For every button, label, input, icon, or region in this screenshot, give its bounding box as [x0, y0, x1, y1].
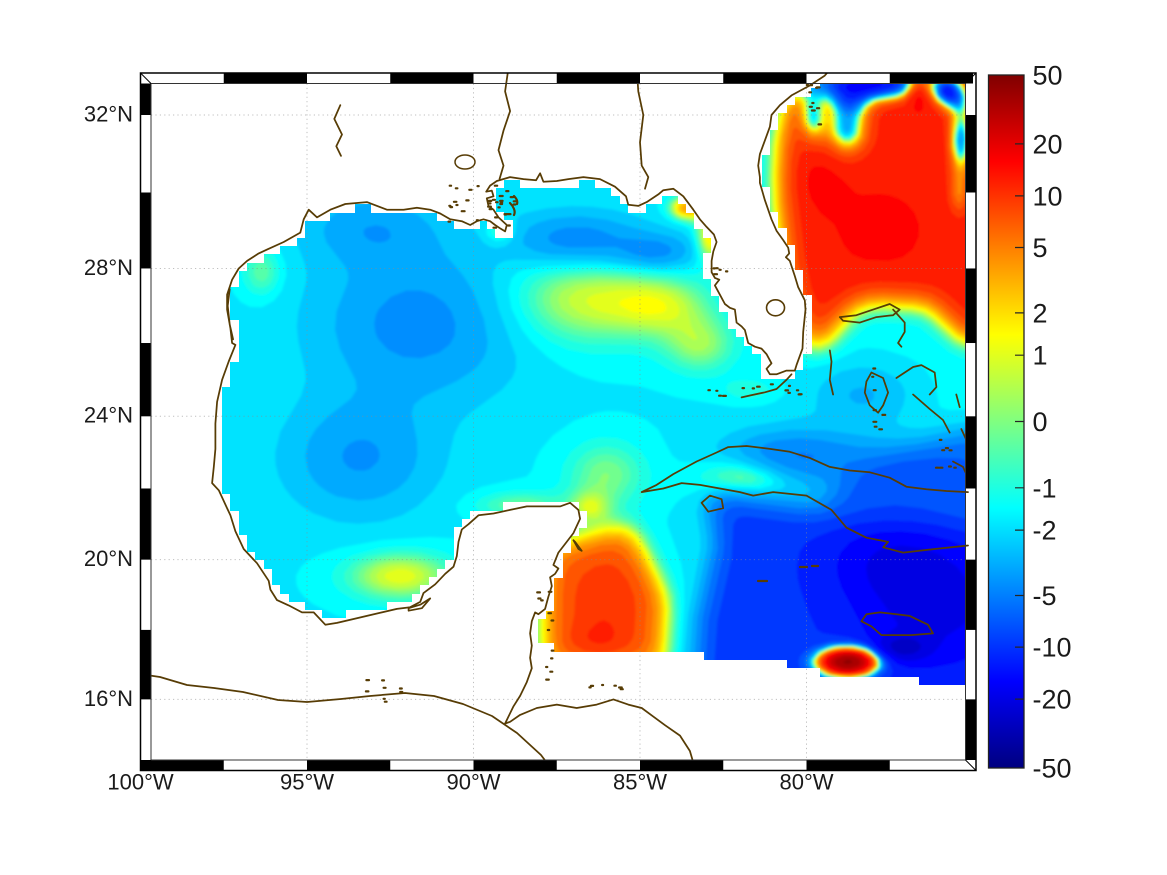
svg-text:1: 1 — [1033, 341, 1048, 371]
svg-text:50: 50 — [1033, 61, 1063, 91]
svg-text:20: 20 — [1033, 129, 1063, 159]
svg-text:90°W: 90°W — [446, 770, 500, 795]
svg-text:0: 0 — [1033, 407, 1048, 437]
svg-text:32°N: 32°N — [84, 101, 133, 126]
svg-text:24°N: 24°N — [84, 403, 133, 428]
svg-text:95°W: 95°W — [280, 770, 334, 795]
svg-text:-10: -10 — [1033, 633, 1072, 663]
svg-text:20°N: 20°N — [84, 546, 133, 571]
svg-text:-20: -20 — [1033, 685, 1072, 715]
svg-text:2: 2 — [1033, 298, 1048, 328]
svg-text:28°N: 28°N — [84, 255, 133, 280]
svg-text:-5: -5 — [1033, 581, 1057, 611]
svg-text:-2: -2 — [1033, 516, 1057, 546]
svg-text:85°W: 85°W — [613, 770, 667, 795]
svg-text:5: 5 — [1033, 233, 1048, 263]
svg-text:80°W: 80°W — [779, 770, 833, 795]
svg-text:16°N: 16°N — [84, 686, 133, 711]
svg-text:100°W: 100°W — [107, 770, 174, 795]
svg-text:10: 10 — [1033, 181, 1063, 211]
svg-text:-50: -50 — [1033, 754, 1072, 784]
svg-text:-1: -1 — [1033, 473, 1057, 503]
